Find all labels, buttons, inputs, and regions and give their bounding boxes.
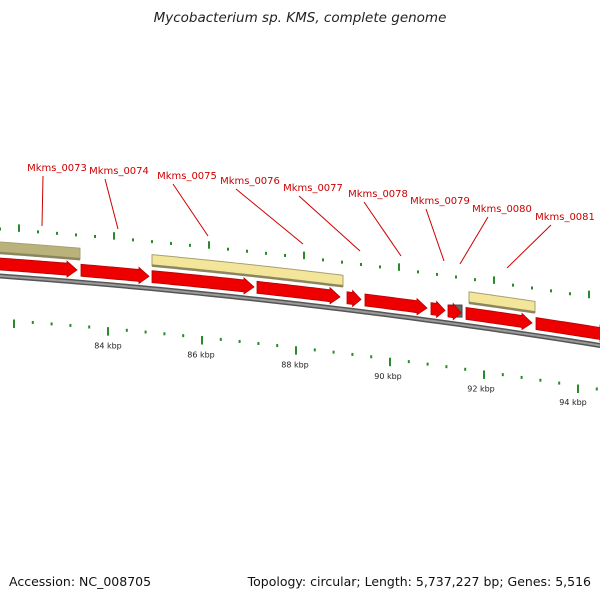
gene-label: Mkms_0079 — [410, 196, 470, 207]
forward-gene-arrow — [80, 263, 150, 285]
gene-label: Mkms_0078 — [348, 189, 408, 200]
gene-leader-line — [506, 224, 552, 269]
forward-gene-arrow — [535, 317, 600, 343]
gene-leader-line — [172, 183, 209, 237]
scale-label: 90 kbp — [374, 372, 402, 381]
gene-leader-line — [298, 195, 361, 252]
gene-label: Mkms_0073 — [27, 163, 87, 174]
reverse-gene-shadow — [468, 301, 536, 314]
gene-label: Mkms_0081 — [535, 212, 595, 223]
forward-gene-arrow — [447, 302, 462, 321]
reverse-gene-shadow — [151, 264, 344, 288]
scale-label: 94 kbp — [559, 398, 587, 407]
scale-label: 92 kbp — [467, 385, 495, 394]
gene-leader-line — [425, 208, 445, 262]
scale-label: 86 kbp — [187, 350, 215, 359]
scale-label: 84 kbp — [94, 342, 122, 351]
genome-summary-text: Topology: circular; Length: 5,737,227 bp… — [247, 574, 591, 589]
gene-label: Mkms_0076 — [220, 176, 280, 187]
gene-leader-line — [104, 178, 119, 230]
forward-gene-arrow — [0, 257, 78, 278]
gene-label: Mkms_0075 — [157, 171, 217, 182]
forward-gene-arrow — [151, 270, 255, 295]
forward-gene-arrow — [364, 293, 428, 316]
scale-label: 88 kbp — [281, 361, 309, 370]
gene-label: Mkms_0077 — [283, 183, 343, 194]
forward-gene-arrow — [430, 300, 446, 319]
genome-title: Mycobacterium sp. KMS, complete genome — [153, 10, 447, 26]
reverse-gene-shadow — [0, 251, 81, 261]
forward-gene-arrow — [256, 280, 341, 305]
gene-leader-line — [363, 201, 402, 257]
gene-label: Mkms_0074 — [89, 166, 149, 177]
gene-leader-line — [41, 175, 44, 227]
backbone-line — [0, 274, 600, 347]
forward-gene-arrow — [465, 306, 533, 331]
gene-leader-line — [235, 188, 304, 245]
accession-text: Accession: NC_008705 — [9, 574, 152, 589]
gene-label: Mkms_0080 — [472, 204, 532, 215]
gene-leader-line — [459, 216, 489, 265]
forward-gene-arrow — [346, 289, 362, 308]
